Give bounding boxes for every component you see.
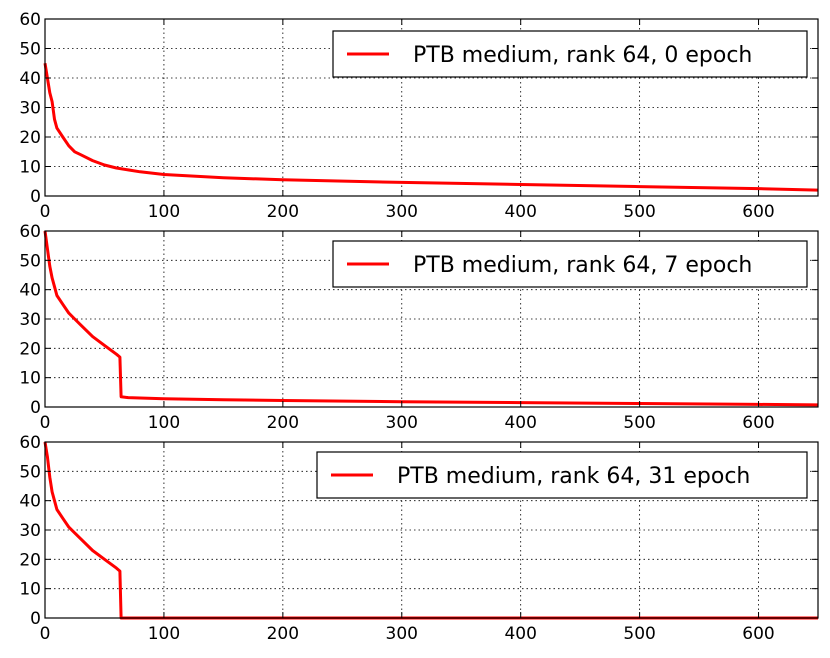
y-tick-label: 10 bbox=[19, 369, 41, 389]
legend: PTB medium, rank 64, 0 epoch bbox=[332, 30, 808, 78]
y-tick-label: 0 bbox=[30, 398, 41, 418]
y-tick-label: 10 bbox=[19, 158, 41, 178]
x-tick-label: 600 bbox=[742, 624, 774, 644]
y-tick-label: 0 bbox=[30, 187, 41, 207]
x-tick-label: 600 bbox=[742, 413, 774, 433]
legend-box bbox=[332, 240, 808, 288]
subplot-1: 0 100 200 300 400 500 600 0 10 20 30 40 50 60 PTB medi… bbox=[19, 10, 819, 222]
subplot-3: 0 100 200 300 400 500 600 0 10 20 30 40 50 60 PTB medi… bbox=[19, 433, 819, 644]
y-tick-label: 30 bbox=[19, 310, 41, 330]
legend-label: PTB medium, rank 64, 31 epoch bbox=[397, 464, 750, 489]
y-tick-label: 0 bbox=[30, 609, 41, 629]
x-tick-label: 500 bbox=[623, 413, 655, 433]
y-tick-label: 50 bbox=[19, 462, 41, 482]
y-tick-label: 50 bbox=[19, 40, 41, 60]
x-tick-label: 400 bbox=[504, 413, 536, 433]
subplot-2: 0 100 200 300 400 500 600 0 10 20 30 40 50 60 PTB medi… bbox=[19, 222, 819, 433]
x-tick-label: 0 bbox=[40, 202, 51, 222]
x-tick-label: 100 bbox=[148, 624, 180, 644]
y-tick-label: 20 bbox=[19, 550, 41, 570]
y-tick-label: 10 bbox=[19, 580, 41, 600]
y-tick-label: 40 bbox=[19, 281, 41, 301]
y-tick-label: 60 bbox=[19, 10, 41, 30]
x-tick-label: 0 bbox=[40, 413, 51, 433]
x-tick-label: 100 bbox=[148, 202, 180, 222]
x-tick-label: 200 bbox=[267, 413, 299, 433]
y-tick-label: 20 bbox=[19, 128, 41, 148]
y-tick-label: 20 bbox=[19, 339, 41, 359]
legend: PTB medium, rank 64, 31 epoch bbox=[316, 451, 808, 499]
x-tick-label: 300 bbox=[386, 202, 418, 222]
y-tick-label: 40 bbox=[19, 492, 41, 512]
y-tick-label: 60 bbox=[19, 222, 41, 242]
y-tick-label: 30 bbox=[19, 99, 41, 119]
series-line bbox=[43, 63, 819, 192]
y-tick-label: 40 bbox=[19, 69, 41, 89]
series-line bbox=[43, 230, 819, 407]
y-tick-label: 30 bbox=[19, 521, 41, 541]
x-tick-label: 600 bbox=[742, 202, 774, 222]
legend-label: PTB medium, rank 64, 7 epoch bbox=[413, 253, 752, 278]
y-tick-label: 60 bbox=[19, 433, 41, 453]
x-tick-label: 300 bbox=[386, 624, 418, 644]
legend-box bbox=[332, 30, 808, 78]
x-tick-label: 200 bbox=[267, 624, 299, 644]
legend-label: PTB medium, rank 64, 0 epoch bbox=[413, 43, 752, 68]
x-tick-label: 100 bbox=[148, 413, 180, 433]
legend-box bbox=[316, 451, 808, 499]
x-tick-label: 200 bbox=[267, 202, 299, 222]
x-tick-label: 500 bbox=[623, 202, 655, 222]
y-tick-label: 50 bbox=[19, 251, 41, 271]
x-tick-label: 0 bbox=[40, 624, 51, 644]
legend: PTB medium, rank 64, 7 epoch bbox=[332, 240, 808, 288]
x-tick-label: 400 bbox=[504, 624, 536, 644]
x-tick-label: 400 bbox=[504, 202, 536, 222]
x-tick-label: 300 bbox=[386, 413, 418, 433]
x-tick-label: 500 bbox=[623, 624, 655, 644]
